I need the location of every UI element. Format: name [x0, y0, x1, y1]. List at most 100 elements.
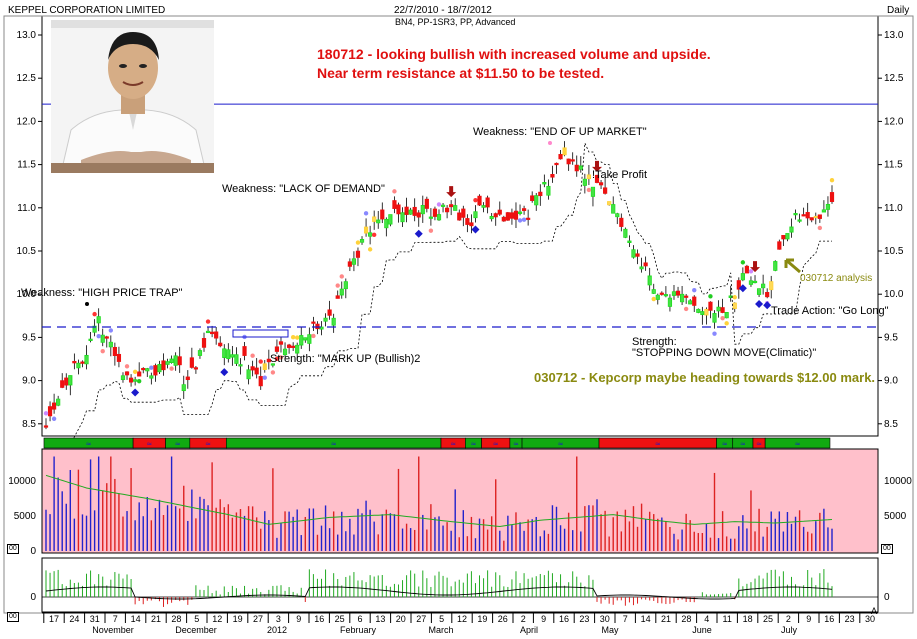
analysis-arrow-icon [784, 258, 801, 274]
signal-dot [92, 311, 97, 317]
candle-down [493, 213, 498, 218]
candle-up-fill [616, 214, 619, 217]
candle-down [461, 208, 466, 218]
candle-down [141, 368, 146, 371]
candle-up-fill [324, 318, 327, 321]
candle-up-fill [158, 364, 161, 372]
x-month-label: April [520, 625, 538, 635]
candle-down [254, 367, 259, 375]
candle-up-fill [798, 220, 801, 222]
trend-segment-glyph: ≈ [450, 440, 456, 448]
candle-up-fill [741, 274, 745, 280]
candle-up-fill [770, 282, 773, 290]
candle-up-fill [826, 204, 830, 209]
candle-up-fill [133, 380, 137, 382]
x-day-label: 16 [314, 614, 324, 624]
candle-down [177, 356, 182, 366]
candle-down [380, 209, 385, 220]
candle-up-fill [401, 213, 404, 222]
candle-up-fill [652, 290, 655, 293]
candle-down [137, 371, 142, 377]
weakness-arrow-icon [446, 186, 457, 198]
candle-down [566, 158, 571, 165]
candle-up-fill [174, 356, 177, 365]
candle-up-fill [89, 339, 92, 341]
signal-dot [294, 335, 300, 340]
oscillator-signal-line [45, 586, 833, 600]
trailing-stop-line [46, 141, 832, 446]
candle-down [153, 365, 158, 376]
trend-segment-glyph: ≈ [558, 440, 564, 448]
candle-up-fill [624, 229, 627, 237]
trend-segment-glyph: ≈ [740, 440, 746, 448]
candle-down [201, 338, 207, 348]
candle-down [501, 216, 506, 222]
candle-up-fill [97, 317, 100, 323]
candle-down [574, 164, 579, 172]
price-tick-label-right: 13.0 [884, 30, 904, 41]
candle-up-fill [543, 182, 546, 184]
volume-bars [45, 456, 833, 551]
x-month-label: December [175, 625, 217, 635]
volume-right-box: 00 [881, 544, 893, 554]
company-title: KEPPEL CORPORATION LIMITED [8, 5, 166, 16]
price-tick-label-right: 11.5 [884, 160, 903, 171]
signal-dot [311, 333, 316, 339]
candle-down [80, 361, 85, 364]
signal-dot [473, 197, 478, 203]
price-tick-label-left: 10.0 [17, 289, 37, 300]
candle-down [765, 292, 770, 298]
candle-down [60, 380, 65, 388]
candle-up-fill [271, 364, 275, 366]
signal-dot-top [548, 141, 552, 145]
candle-down [193, 367, 199, 370]
signal-dot [392, 189, 397, 194]
candle-down [635, 253, 640, 257]
price-tick-label-left: 11.0 [17, 203, 36, 214]
candle-down [603, 187, 608, 194]
candle-up-fill [729, 296, 732, 298]
x-day-label: 27 [416, 614, 426, 624]
candle-up-fill [247, 370, 250, 379]
candle-down [558, 154, 563, 160]
trend-segment-glyph: ≈ [331, 440, 337, 448]
price-tick-label-left: 11.5 [17, 160, 36, 171]
candle-down [218, 342, 223, 347]
price-tick-label-right: 12.0 [884, 116, 904, 127]
signal-dot [335, 283, 340, 288]
candle-up-fill [790, 227, 793, 232]
candle-up-fill [304, 338, 307, 340]
signal-dot [205, 319, 211, 324]
candle-up-fill [372, 217, 376, 221]
price-tick-label-right: 8.5 [884, 419, 898, 430]
candle-up-fill [713, 313, 716, 322]
candle-down [817, 214, 822, 219]
candle-down [708, 301, 713, 311]
price-tick-label-left: 9.0 [22, 376, 36, 387]
candle-down [530, 195, 535, 201]
candle-down [161, 360, 166, 371]
signal-dot [149, 365, 154, 370]
candle-down [210, 331, 215, 335]
signal-dot [724, 321, 729, 326]
candle-up-fill [786, 233, 789, 239]
candle-down [594, 174, 600, 183]
candle-up-fill [518, 212, 522, 214]
x-day-label: 30 [600, 614, 610, 624]
candle-down [684, 295, 689, 298]
candle-up-fill [235, 355, 238, 363]
signal-dot-top [85, 302, 89, 306]
signal-dot [132, 369, 138, 375]
candle-down [116, 353, 122, 362]
signal-dot [371, 232, 377, 238]
x-day-label: 11 [723, 614, 732, 624]
candle-down [278, 341, 284, 345]
candle-up-fill [109, 342, 113, 347]
price-tick-label-right: 10.0 [884, 289, 904, 300]
candle-down [327, 309, 332, 316]
candle-up-fill [377, 220, 380, 223]
candle-down [52, 402, 57, 410]
candle-up-fill [725, 312, 728, 318]
candle-down [777, 241, 782, 250]
presenter-photo [51, 20, 214, 173]
